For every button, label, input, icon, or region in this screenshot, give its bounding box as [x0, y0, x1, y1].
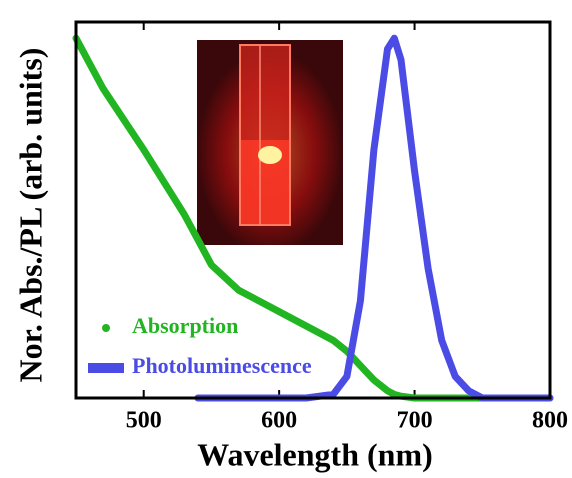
legend-label: Photoluminescence	[132, 353, 312, 378]
legend-marker	[102, 324, 110, 332]
inset-photo	[197, 40, 343, 245]
y-axis-title: Nor. Abs./PL (arb. units)	[12, 48, 48, 383]
legend-marker	[88, 363, 124, 373]
x-tick-label: 500	[126, 408, 162, 434]
x-tick-label: 700	[397, 408, 433, 434]
legend-label: Absorption	[132, 313, 238, 338]
x-tick-label: 600	[261, 408, 297, 434]
x-axis-title: Wavelength (nm)	[197, 436, 433, 472]
x-tick-label: 800	[532, 408, 568, 434]
chart: Wavelength (nm) Nor. Abs./PL (arb. units…	[0, 0, 572, 478]
